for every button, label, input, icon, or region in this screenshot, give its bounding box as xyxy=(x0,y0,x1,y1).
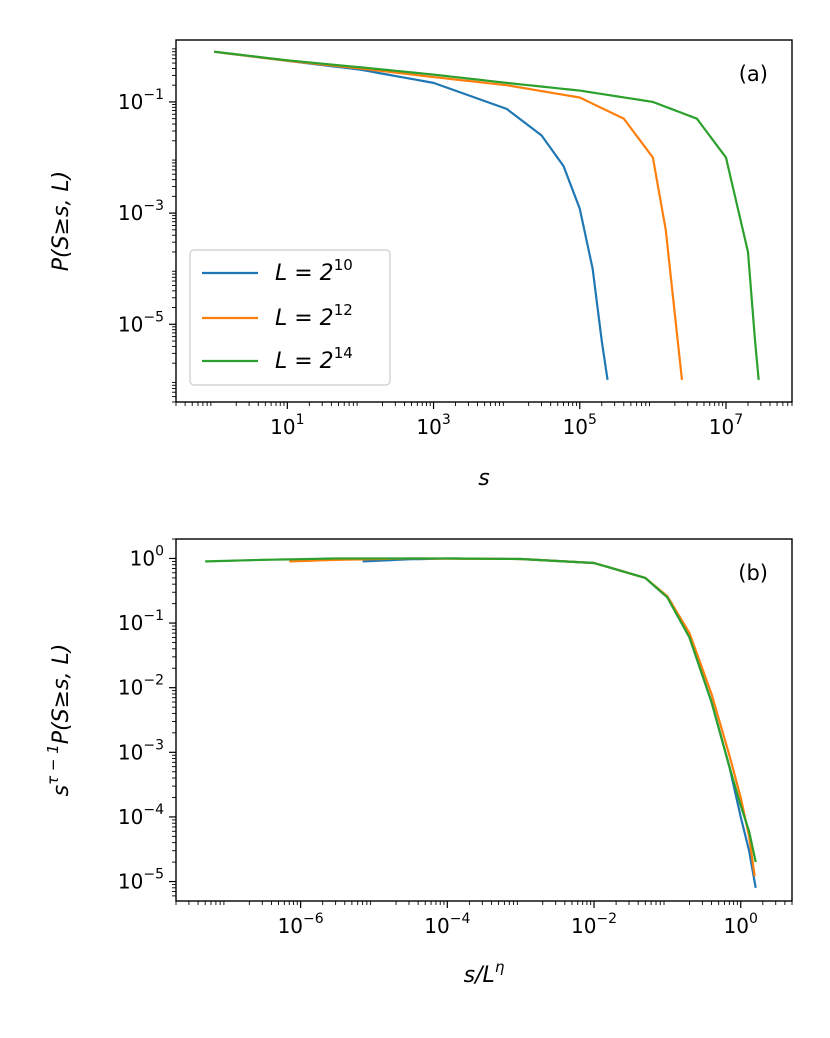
legend-label-l12: L = 212 xyxy=(275,301,353,331)
panel-a-y-axis-label: P(S≥s, L) xyxy=(49,171,74,272)
y-tick-label: 10−3 xyxy=(118,737,164,764)
panel-a: 101 103 105 107 10−1 10−3 10−5 (a) s P(S≥s, L)… xyxy=(49,39,793,491)
panel-a-ticks: 101 103 105 107 10−1 10−3 10−5 xyxy=(118,48,793,439)
y-tick-label: 10−3 xyxy=(118,198,164,225)
y-tick-label: 100 xyxy=(130,543,164,570)
legend-entry-l10: L = 210 xyxy=(202,256,353,286)
x-tick-label: 101 xyxy=(270,412,304,439)
y-tick-label: 10−4 xyxy=(118,802,164,829)
legend-label-l10: L = 210 xyxy=(275,256,353,286)
panel-a-series-l214 xyxy=(214,50,760,380)
x-tick-label: 100 xyxy=(724,911,758,938)
y-tick-label: 10−1 xyxy=(118,608,164,635)
panel-b-series-l212 xyxy=(289,557,756,877)
y-tick-label: 10−1 xyxy=(118,87,164,114)
panel-a-lines xyxy=(214,50,760,381)
y-tick-label: 10−5 xyxy=(118,309,164,336)
panel-a-x-axis-label: s xyxy=(478,466,489,491)
panel-a-legend: L = 210 L = 212 L = 214 xyxy=(189,249,391,386)
panel-b-axes-frame xyxy=(175,538,793,902)
x-tick-label: 103 xyxy=(416,412,450,439)
panel-a-axes-frame xyxy=(175,39,793,403)
panel-b-series-l210 xyxy=(362,557,757,889)
y-tick-label: 10−2 xyxy=(118,673,164,700)
panel-a-tag: (a) xyxy=(739,62,768,86)
panel-b-series-l214 xyxy=(205,557,757,863)
panel-b: 10−6 10−4 10−2 100 100 10−1 10−2 10−3 10−4 10−5 (… xyxy=(44,538,793,988)
panel-b-tag: (b) xyxy=(738,561,768,585)
x-tick-label: 10−6 xyxy=(278,911,324,938)
panel-b-x-axis-label: s/Lη xyxy=(464,958,505,988)
panel-b-ticks: 10−6 10−4 10−2 100 100 10−1 10−2 10−3 10−4 10−5 xyxy=(118,538,793,938)
x-tick-label: 10−4 xyxy=(424,911,470,938)
panel-b-lines xyxy=(205,557,757,889)
panel-b-y-axis-label: sτ − 1P(S≥s, L) xyxy=(44,644,74,797)
legend-label-l14: L = 214 xyxy=(275,344,353,374)
x-tick-label: 105 xyxy=(563,412,597,439)
legend-entry-l12: L = 212 xyxy=(202,301,353,331)
y-tick-label: 10−5 xyxy=(118,867,164,894)
legend-entry-l14: L = 214 xyxy=(202,344,353,374)
x-tick-label: 107 xyxy=(709,412,743,439)
legend-box xyxy=(189,249,391,386)
x-tick-label: 10−2 xyxy=(571,911,617,938)
